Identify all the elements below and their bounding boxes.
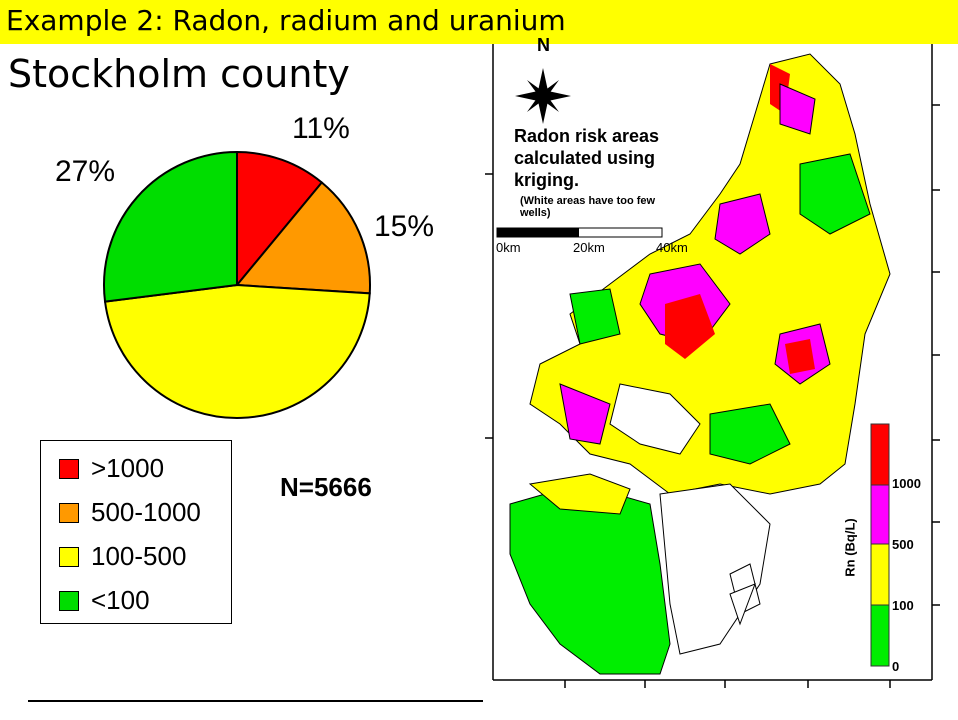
pie-slice-4 — [103, 150, 238, 303]
map-red-region — [785, 339, 815, 374]
pie-slice-2 — [234, 181, 371, 295]
pie-label-orange: 15% — [374, 210, 435, 243]
pie-label-red: 11% — [292, 112, 350, 145]
legend-item: 500-1000 — [59, 497, 201, 528]
legend-label: 500-1000 — [91, 497, 201, 527]
title-banner: Example 2: Radon, radium and uranium — [0, 0, 958, 44]
map-title: Radon risk areas calculated using krigin… — [514, 126, 660, 190]
map-ticks — [485, 104, 940, 688]
scale-label: 20km — [573, 240, 605, 255]
legend-item: >1000 — [59, 453, 164, 484]
pie-legend: >1000 500-1000 100-500 <100 — [40, 440, 232, 624]
pie-label-green: 27% — [55, 155, 116, 188]
colorbar-title: Rn (Bq/L) — [842, 518, 858, 577]
colorbar-tick: 0 — [892, 659, 900, 674]
legend-swatch — [59, 458, 79, 479]
map-green-region — [569, 288, 621, 345]
legend-swatch — [59, 502, 79, 523]
scale-label: 0km — [496, 240, 521, 255]
map-yellow-region — [528, 473, 631, 515]
sample-count: N=5666 — [280, 472, 372, 502]
map-white-region — [659, 483, 771, 655]
map-green-region — [509, 483, 671, 675]
legend-label: 100-500 — [91, 541, 187, 571]
north-label: N — [537, 38, 550, 52]
colorbar-tick: 100 — [892, 598, 914, 613]
pie-slice-1 — [236, 150, 324, 288]
colorbar-tick: 1000 — [892, 476, 921, 491]
slide-title: Example 2: Radon, radium and uranium — [6, 4, 566, 37]
radon-map — [485, 44, 940, 688]
map-magenta-region — [779, 83, 816, 135]
legend-label: <100 — [91, 585, 150, 615]
scale-label: 40km — [656, 240, 688, 255]
map-white-region — [609, 383, 701, 455]
legend-swatch — [59, 590, 79, 611]
divider — [28, 700, 483, 702]
map-red-region — [665, 294, 715, 359]
map-magenta-region — [714, 193, 771, 255]
legend-item: 100-500 — [59, 541, 186, 572]
legend-swatch — [59, 546, 79, 567]
map-magenta-region — [559, 383, 611, 445]
map-green-region — [709, 403, 791, 465]
colorbar-tick: 500 — [892, 537, 914, 552]
pie-chart — [103, 150, 371, 419]
legend-item: <100 — [59, 585, 150, 616]
map-note: (White areas have too few wells) — [520, 195, 656, 219]
map-green-region — [799, 153, 871, 235]
colorbar — [870, 423, 890, 667]
pie-slice-3 — [103, 283, 371, 419]
legend-label: >1000 — [91, 453, 165, 483]
chart-title: Stockholm county — [8, 52, 350, 96]
north-arrow-icon — [515, 68, 571, 124]
